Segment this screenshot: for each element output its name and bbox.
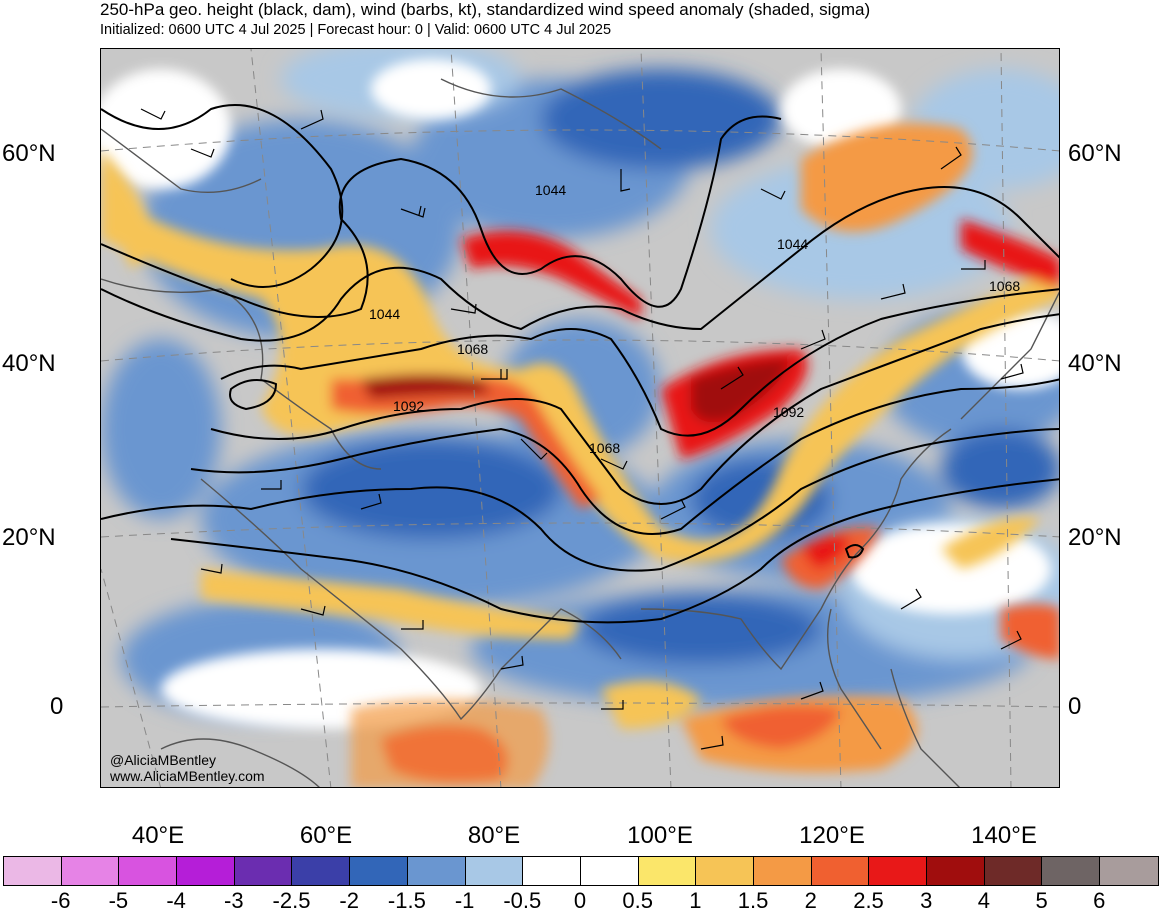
colorbar-swatch <box>61 857 120 885</box>
colorbar-tick-label: -4 <box>166 888 186 913</box>
contour-label: 1044 <box>369 306 400 322</box>
contour-label: 1068 <box>457 341 488 357</box>
colorbar-swatch <box>811 857 870 885</box>
colorbar-tick-label: -1 <box>454 888 475 913</box>
colorbar-swatch <box>1100 857 1158 885</box>
colorbar-tick-label: -5 <box>108 888 129 913</box>
colorbar-swatch <box>523 857 581 885</box>
map-title: 250-hPa geo. height (black, dam), wind (… <box>100 0 871 19</box>
contour-label: 1092 <box>393 398 424 414</box>
colorbar-swatch <box>119 857 178 885</box>
contour-label: 1092 <box>773 404 804 420</box>
colorbar-tick-label: 2.5 <box>853 888 884 913</box>
colorbar-swatch <box>4 857 62 885</box>
lon-label-140e: 140°E <box>971 822 1037 849</box>
colorbar-tick-label: 0 <box>573 888 587 913</box>
colorbar-tick-label: 1 <box>689 888 702 913</box>
lat-label-right-20n: 20°N <box>1068 524 1122 551</box>
colorbar <box>3 856 1159 886</box>
colorbar-swatch <box>234 857 293 885</box>
wind-barbs <box>140 108 1024 750</box>
lat-label-right-0: 0 <box>1068 693 1082 720</box>
colorbar-tick-label: -3 <box>224 888 244 913</box>
height-contours <box>101 104 1059 624</box>
contour-label: 1044 <box>535 182 566 198</box>
colorbar-swatch <box>927 857 985 885</box>
colorbar-tick-label: 3 <box>920 888 933 913</box>
colorbar-tick-label: -0.5 <box>503 888 542 913</box>
colorbar-tick-label: -2.5 <box>272 888 311 913</box>
contour-label-group: 1044 1044 1044 1068 1068 1068 1092 1092 <box>369 182 1020 456</box>
colorbar-swatch <box>984 857 1043 885</box>
credit-url: www.AliciaMBentley.com <box>110 768 265 784</box>
graticule <box>101 49 1059 787</box>
lat-label-left-20n: 20°N <box>2 524 56 551</box>
contour-label: 1044 <box>777 236 808 252</box>
colorbar-tick-label: 0.5 <box>622 888 653 913</box>
lon-label-80e: 80°E <box>467 822 521 849</box>
colorbar-swatch <box>638 857 697 885</box>
colorbar-swatch <box>177 857 235 885</box>
lat-label-left-40n: 40°N <box>2 350 56 377</box>
colorbar-tick-label: 5 <box>1035 888 1048 913</box>
colorbar-tick-label: -2 <box>339 888 359 913</box>
colorbar-tick-label: 6 <box>1093 888 1106 913</box>
colorbar-tick-label: -1.5 <box>387 888 426 913</box>
colorbar-swatch <box>465 857 524 885</box>
positive-anomaly-shading <box>101 123 1059 787</box>
colorbar-tick-label: 2 <box>804 888 817 913</box>
colorbar-tick-label: -6 <box>50 888 71 913</box>
lat-label-left-0: 0 <box>50 693 64 720</box>
contour-label: 1068 <box>589 440 620 456</box>
lon-label-40e: 40°E <box>131 822 185 849</box>
lat-label-right-60n: 60°N <box>1068 140 1122 167</box>
lon-label-120e: 120°E <box>799 822 865 849</box>
colorbar-swatch <box>696 857 754 885</box>
colorbar-tick-label: 1.5 <box>737 888 769 913</box>
lat-label-left-60n: 60°N <box>2 140 56 167</box>
lat-label-right-40n: 40°N <box>1068 350 1122 377</box>
lon-label-60e: 60°E <box>299 822 353 849</box>
map-subtitle: Initialized: 0600 UTC 4 Jul 2025 | Forec… <box>100 22 612 38</box>
colorbar-swatch <box>292 857 351 885</box>
colorbar-swatch <box>350 857 408 885</box>
map-svg: 1044 1044 1044 1068 1068 1068 1092 1092 <box>101 49 1059 787</box>
credit-handle: @AliciaMBentley <box>110 752 217 768</box>
lon-label-100e: 100°E <box>627 822 693 849</box>
colorbar-swatch <box>407 857 466 885</box>
colorbar-tick-label: 4 <box>977 888 991 913</box>
coastlines <box>101 78 1059 787</box>
colorbar-swatch <box>869 857 927 885</box>
colorbar-swatch <box>580 857 639 885</box>
contour-label: 1068 <box>989 278 1020 294</box>
colorbar-swatch <box>1042 857 1101 885</box>
colorbar-swatch <box>753 857 812 885</box>
weather-map: 1044 1044 1044 1068 1068 1068 1092 1092 <box>100 48 1060 788</box>
